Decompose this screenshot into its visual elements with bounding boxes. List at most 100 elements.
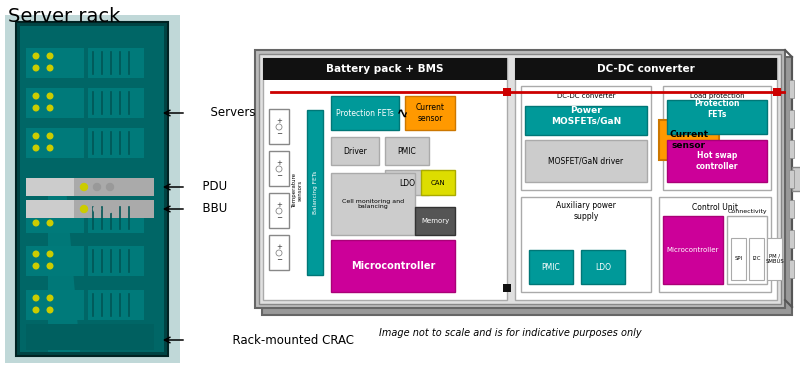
Circle shape [47,105,53,111]
Bar [26,48,84,78]
Text: PMIC: PMIC [542,263,560,272]
Bar [26,200,74,218]
Text: +: + [276,202,282,208]
Bar [731,238,746,280]
Bar [727,216,767,284]
Text: Control Unit: Control Unit [692,203,738,211]
Bar [88,246,144,276]
Bar [26,178,74,196]
Text: Auxiliary power
supply: Auxiliary power supply [556,201,616,221]
Circle shape [276,208,282,214]
Text: PM /
SMBUS: PM / SMBUS [765,254,784,264]
Text: Load protection: Load protection [690,93,744,99]
Bar [503,284,511,292]
Bar [792,167,800,191]
Bar [269,193,289,228]
Bar [26,88,84,118]
Circle shape [81,206,87,213]
Text: MOSFET/GaN driver: MOSFET/GaN driver [549,156,623,166]
Bar [26,200,154,218]
Text: SPI: SPI [734,256,742,262]
Text: ─: ─ [277,173,281,179]
Text: LDO: LDO [595,263,611,272]
Bar [767,238,782,280]
Bar [88,203,144,233]
Bar [667,100,767,134]
Circle shape [94,206,101,213]
Text: Server rack: Server rack [8,7,120,26]
Bar [26,290,84,320]
Text: Connectivity: Connectivity [727,208,767,213]
Bar [415,207,455,235]
Text: DC-DC converter: DC-DC converter [557,93,615,99]
Text: Driver: Driver [343,147,367,156]
Text: LDO: LDO [399,178,415,187]
Bar [259,54,781,304]
Bar [269,235,289,270]
Bar [789,200,794,218]
Circle shape [47,145,53,151]
Polygon shape [48,188,80,352]
Circle shape [34,263,38,269]
Bar [331,240,455,292]
Text: +: + [276,118,282,124]
Bar [521,86,651,190]
Text: +: + [276,244,282,250]
Bar [659,120,719,160]
Bar [263,58,507,80]
Circle shape [106,206,114,213]
Circle shape [81,184,87,191]
Circle shape [47,53,53,59]
Text: Microcontroller: Microcontroller [667,247,719,253]
Bar [269,151,289,186]
Text: Protection FETs: Protection FETs [336,109,394,118]
Circle shape [276,250,282,256]
Text: PDU: PDU [194,180,226,194]
Bar [88,48,144,78]
Bar [255,50,785,308]
Text: Battery pack + BMS: Battery pack + BMS [326,64,444,74]
Bar [773,88,781,96]
Text: Memory: Memory [421,218,449,224]
Bar [26,203,84,233]
Bar [26,128,84,158]
Bar [749,238,764,280]
Text: Microcontroller: Microcontroller [351,261,435,271]
Circle shape [34,65,38,71]
Text: Protection
FETs: Protection FETs [694,99,740,119]
Bar [529,250,573,284]
Text: ─: ─ [277,257,281,263]
Bar [26,178,154,196]
Circle shape [34,295,38,301]
Bar [789,170,794,188]
Bar [581,250,625,284]
Text: PMIC: PMIC [398,147,416,156]
Circle shape [34,105,38,111]
Bar [331,173,415,235]
Text: Current
sensor: Current sensor [415,103,445,123]
Bar [789,260,794,278]
Text: DC-DC converter: DC-DC converter [597,64,695,74]
Circle shape [34,145,38,151]
Bar [5,15,180,363]
Bar [525,106,647,135]
Text: Current
sensor: Current sensor [670,130,709,150]
Circle shape [276,124,282,130]
Bar [26,324,154,350]
Bar [307,110,323,275]
Bar [515,58,777,300]
Bar [421,170,455,195]
Text: Temperature
sensors: Temperature sensors [292,173,302,208]
Bar [26,246,84,276]
Circle shape [47,133,53,139]
Circle shape [47,251,53,257]
Text: Cell monitoring and
balancing: Cell monitoring and balancing [342,199,404,210]
Bar [503,88,511,96]
Circle shape [47,93,53,99]
Bar [331,137,379,165]
Text: Balancing FETs: Balancing FETs [313,170,318,214]
Text: ─: ─ [277,215,281,221]
Circle shape [47,307,53,313]
Text: BBU: BBU [194,203,227,215]
Text: ─: ─ [277,131,281,137]
